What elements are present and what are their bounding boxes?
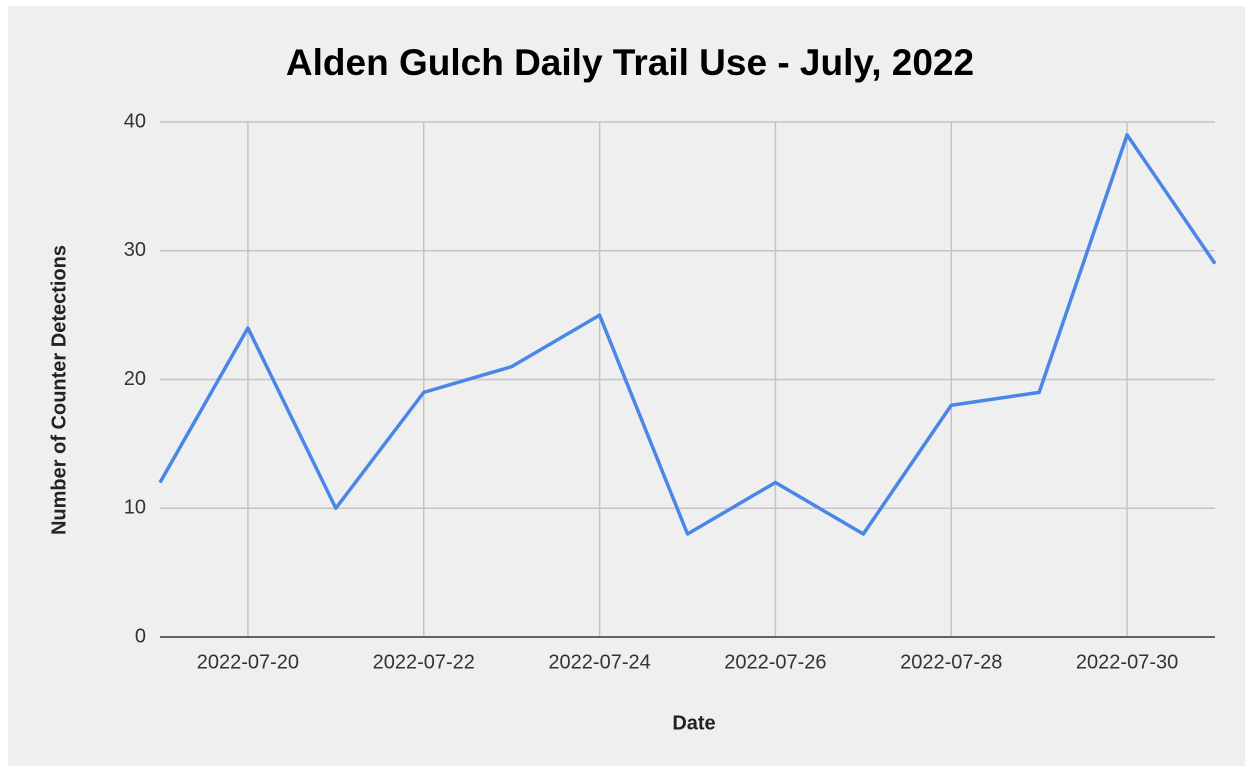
- x-tick-label: 2022-07-26: [724, 651, 826, 673]
- y-tick-label: 30: [124, 239, 146, 261]
- y-tick-label: 10: [124, 497, 146, 519]
- x-tick-label: 2022-07-28: [900, 651, 1002, 673]
- data-line: [158, 133, 1217, 536]
- y-tick-label: 40: [124, 110, 146, 132]
- x-tick-label: 2022-07-24: [548, 651, 650, 673]
- x-axis-label: Date: [672, 712, 715, 734]
- y-tick-label: 0: [135, 625, 146, 647]
- x-tick-label: 2022-07-22: [373, 651, 475, 673]
- y-tick-label: 20: [124, 368, 146, 390]
- chart-title: Alden Gulch Daily Trail Use - July, 2022: [286, 42, 974, 83]
- y-axis-label: Number of Counter Detections: [48, 245, 70, 535]
- x-tick-label: 2022-07-30: [1076, 651, 1178, 673]
- x-tick-label: 2022-07-20: [197, 651, 299, 673]
